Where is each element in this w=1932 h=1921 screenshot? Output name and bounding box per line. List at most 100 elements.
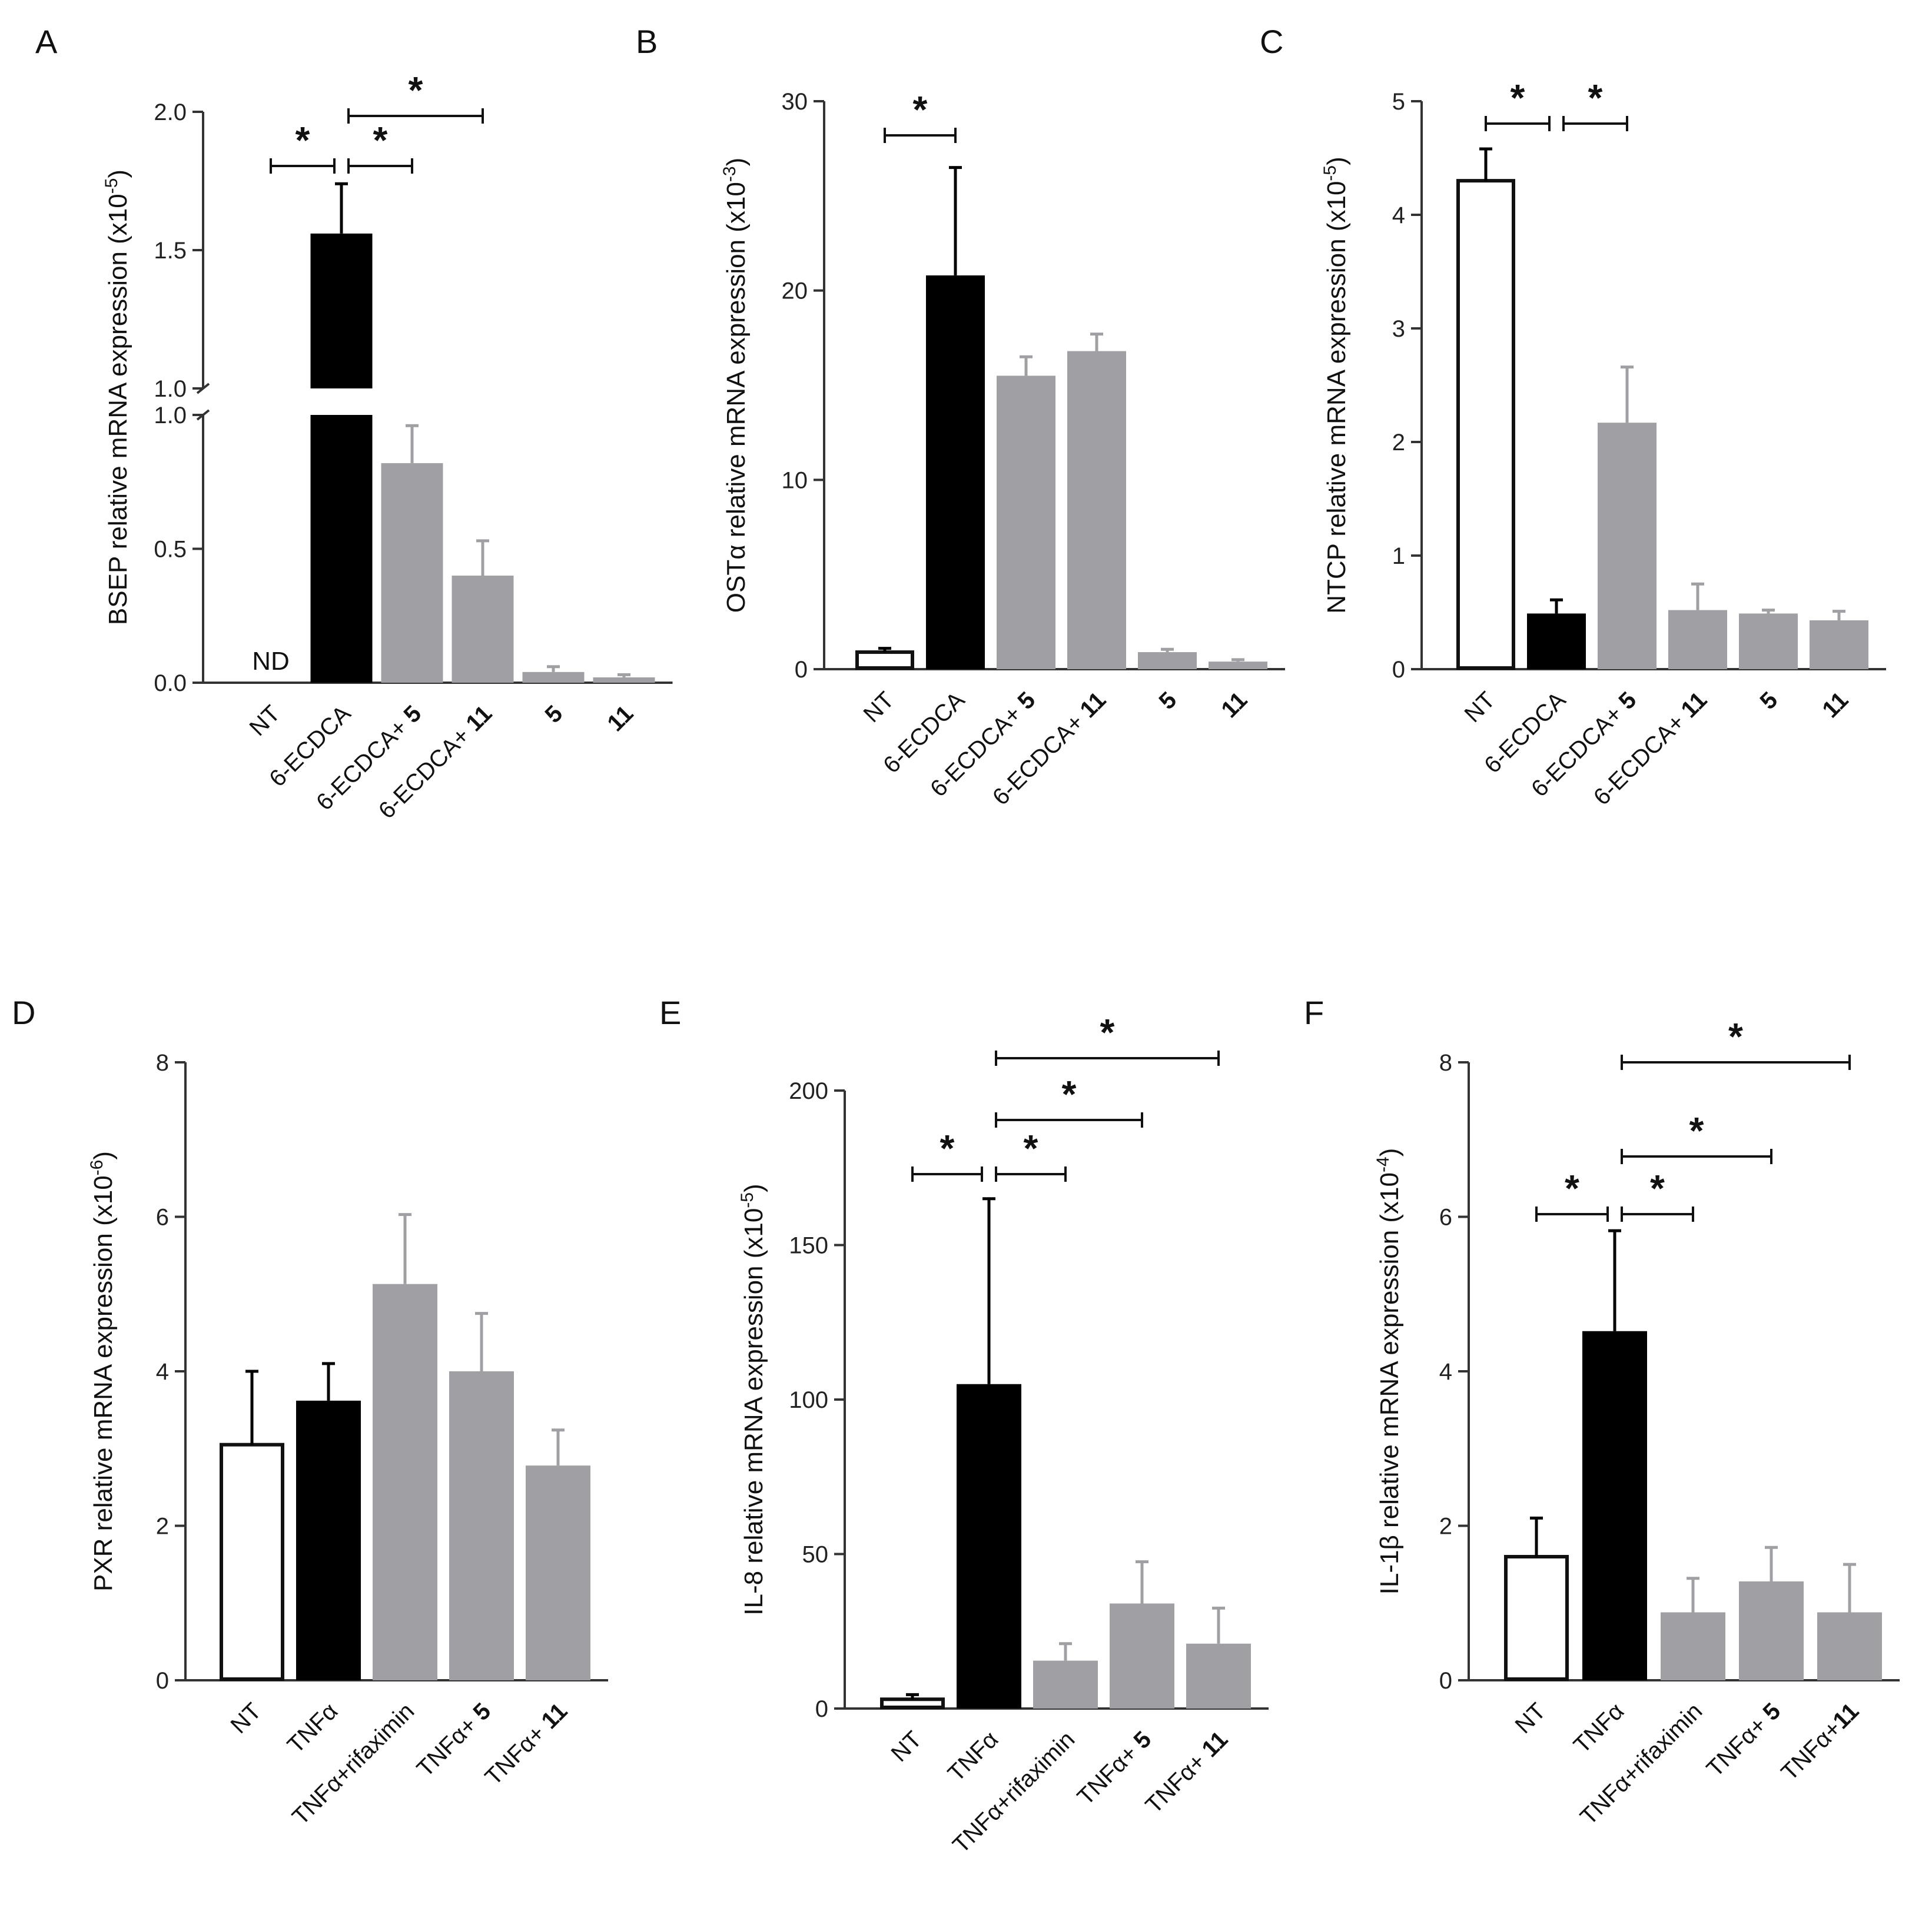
x-category-label: NT xyxy=(887,1726,927,1767)
bar xyxy=(1186,1643,1251,1709)
y-tick-label: 0 xyxy=(815,1696,828,1722)
panel-letter: D xyxy=(12,994,35,1031)
bar xyxy=(1527,613,1586,669)
bar xyxy=(522,672,585,683)
y-tick-label: 0.5 xyxy=(154,537,187,563)
bar xyxy=(1033,1660,1098,1709)
bar xyxy=(1810,620,1868,669)
significance-star: * xyxy=(1588,77,1603,119)
y-tick-label: 5 xyxy=(1392,89,1405,115)
y-axis-label: IL-1β relative mRNA expression (x10-4) xyxy=(1373,1148,1405,1595)
y-tick-label: 0.0 xyxy=(154,670,187,696)
y-tick-label: 4 xyxy=(156,1359,169,1385)
x-category-label: NT xyxy=(226,1698,267,1739)
bar xyxy=(957,1384,1021,1709)
panel-letter: E xyxy=(659,994,681,1031)
bar xyxy=(526,1465,590,1680)
bar xyxy=(1067,351,1126,669)
y-tick-label: 20 xyxy=(782,278,808,304)
y-tick-label: 0 xyxy=(1439,1668,1452,1694)
y-axis-label: PXR relative mRNA expression (x10-6) xyxy=(87,1151,118,1591)
bar xyxy=(593,677,655,683)
x-category-label: NT xyxy=(1460,687,1501,727)
significance-star: * xyxy=(1689,1109,1704,1152)
bar xyxy=(1138,652,1197,669)
y-tick-label: 2 xyxy=(156,1514,169,1540)
x-category-label: 5 xyxy=(1154,687,1182,714)
y-tick-label: 0 xyxy=(1392,657,1405,683)
bar xyxy=(855,650,914,670)
y-tick-label: 8 xyxy=(1439,1050,1452,1076)
x-category-label: TNFα+ 11 xyxy=(480,1698,573,1790)
bar xyxy=(310,233,373,388)
chart-panel-e: E 0 50 100 150 200 IL-8 relative mRNA expressi… xyxy=(659,994,1269,1859)
y-tick-label: 6 xyxy=(156,1205,169,1231)
y-tick-label: 1 xyxy=(1392,543,1405,569)
y-tick-label: 10 xyxy=(782,467,808,493)
y-tick-label: 200 xyxy=(789,1078,828,1104)
panel-letter: C xyxy=(1260,23,1283,60)
y-tick-label: 6 xyxy=(1439,1205,1452,1231)
y-tick-label: 150 xyxy=(789,1233,828,1259)
significance-star: * xyxy=(1511,77,1525,119)
x-category-label: NT xyxy=(245,700,286,741)
y-tick-label: 100 xyxy=(789,1387,828,1413)
x-category-label: TNFα xyxy=(283,1698,343,1758)
bar xyxy=(452,576,514,683)
y-tick-label: 4 xyxy=(1439,1359,1452,1385)
y-tick-label: 50 xyxy=(802,1542,829,1568)
significance-star: * xyxy=(1062,1073,1077,1115)
bar xyxy=(1209,662,1267,669)
significance-star: * xyxy=(373,119,388,161)
bar xyxy=(1661,1612,1725,1680)
y-axis-label: NTCP relative mRNA expression (x10-5) xyxy=(1320,157,1352,614)
chart-panel-f: F 0 2 4 6 8 IL-1β relative mRNA expression (x1… xyxy=(1304,994,1900,1830)
significance-star: * xyxy=(940,1127,955,1169)
panel-letter: A xyxy=(35,23,58,60)
y-tick-label: 30 xyxy=(782,89,808,115)
significance-star: * xyxy=(409,69,423,111)
x-category-label: 5 xyxy=(540,700,568,728)
panel-letter: B xyxy=(636,23,658,60)
y-tick-label: 0 xyxy=(156,1668,169,1694)
y-tick-label: 2 xyxy=(1392,430,1405,456)
bar xyxy=(310,415,373,683)
y-axis-label: BSEP relative mRNA expression (x10-5) xyxy=(102,170,133,625)
significance-star: * xyxy=(296,119,310,161)
significance-star: * xyxy=(1565,1167,1579,1209)
x-category-label: TNFα+11 xyxy=(1776,1698,1864,1786)
x-category-label: NT xyxy=(1511,1698,1551,1739)
significance-star: * xyxy=(1024,1127,1038,1169)
chart-panel-a: A 1.0 1.5 2.0 0.0 0.5 1.0 BSEP relative mRNA ex… xyxy=(35,23,673,824)
bar xyxy=(381,463,443,683)
chart-panel-c: C 0 1 2 3 4 5 NTCP relative mRNA expression (x1… xyxy=(1260,23,1886,810)
x-category-label: 11 xyxy=(602,700,638,736)
bar xyxy=(1598,423,1657,669)
significance-star: * xyxy=(1650,1167,1665,1209)
y-tick-label: 1.0 xyxy=(154,376,187,402)
x-category-label: TNFα xyxy=(943,1726,1003,1786)
bar xyxy=(1739,1581,1804,1680)
bar xyxy=(449,1371,514,1680)
bar xyxy=(1456,179,1515,670)
bar xyxy=(1504,1555,1569,1681)
chart-panel-b: B 0 10 20 30 OSTα relative mRNA expression (x… xyxy=(636,23,1285,810)
significance-star: * xyxy=(1728,1015,1743,1058)
y-tick-label: 1.0 xyxy=(154,403,187,428)
x-category-label: 11 xyxy=(1216,687,1252,723)
bar xyxy=(1739,613,1798,669)
bar xyxy=(1817,1612,1882,1680)
x-category-label: NT xyxy=(859,687,899,727)
bar xyxy=(296,1400,361,1680)
y-tick-label: 2 xyxy=(1439,1514,1452,1540)
y-axis-label: IL-8 relative mRNA expression (x10-5) xyxy=(738,1184,769,1615)
y-tick-label: 2.0 xyxy=(154,99,187,125)
y-tick-label: 1.5 xyxy=(154,238,187,264)
x-category-label: 11 xyxy=(1817,687,1853,723)
bar xyxy=(373,1284,437,1680)
bar xyxy=(997,375,1055,669)
y-tick-label: 0 xyxy=(795,657,808,683)
x-category-label: TNFα+ 11 xyxy=(1141,1726,1233,1819)
